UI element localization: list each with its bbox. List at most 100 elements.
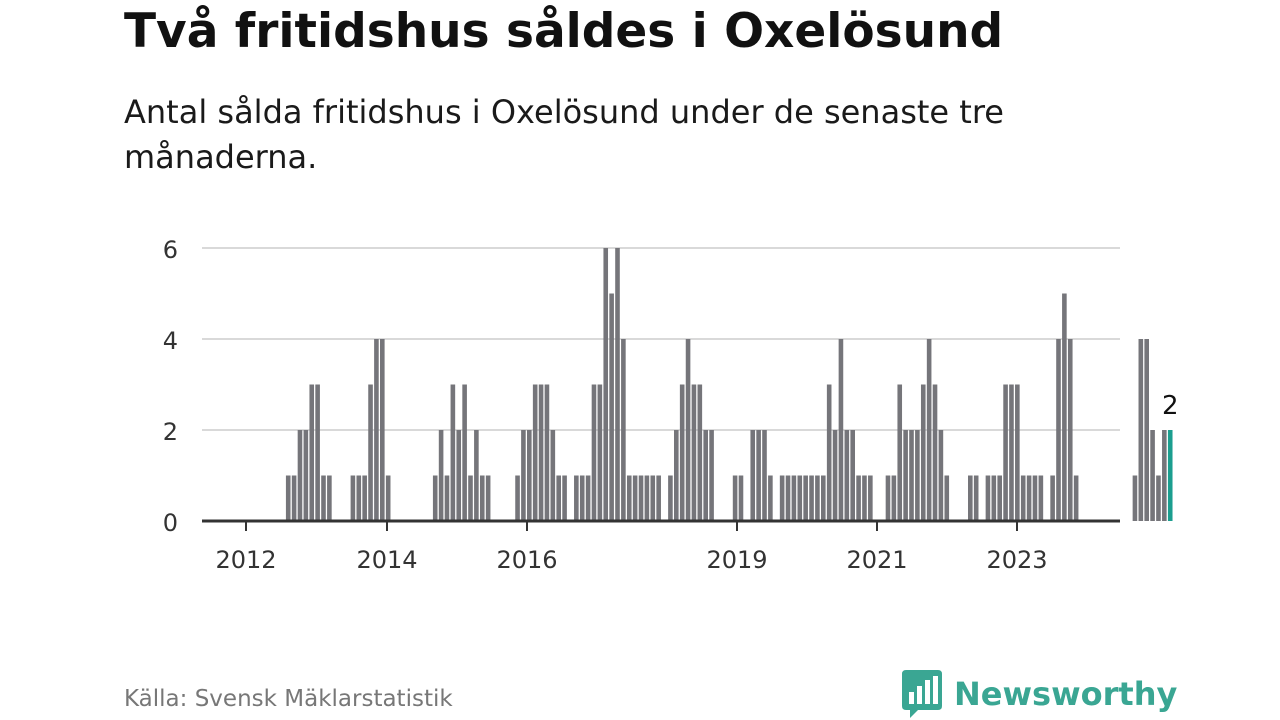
bar: [674, 430, 679, 521]
axes: 0 2 4 6 2 2012 2014 2016 2019 2021 2023: [163, 236, 1179, 574]
bar: [926, 339, 932, 521]
bar: [850, 430, 855, 521]
bar: [973, 475, 979, 521]
bar: [920, 384, 926, 521]
bar: [779, 475, 785, 521]
bar: [462, 384, 467, 521]
bar: [756, 430, 761, 521]
bar: [285, 475, 291, 521]
bar: [444, 475, 450, 521]
bar: [1020, 475, 1026, 521]
bar: [1067, 339, 1073, 521]
bar: [615, 248, 620, 521]
bar: [556, 475, 561, 521]
bar: [856, 475, 861, 521]
bar: [609, 293, 614, 521]
bar: [356, 475, 362, 521]
bar: [932, 384, 938, 521]
bar: [968, 475, 973, 521]
bar: [1162, 430, 1167, 521]
x-tick-label: 2016: [496, 546, 557, 574]
bar: [985, 475, 991, 521]
bar: [991, 475, 997, 521]
bar: [1156, 475, 1161, 521]
bar: [1026, 475, 1032, 521]
bar: [297, 430, 303, 521]
bar: [380, 339, 385, 521]
bar: [626, 475, 632, 521]
x-tick-label: 2014: [356, 546, 417, 574]
bar: [550, 430, 556, 521]
bar: [597, 384, 603, 521]
grid-lines: [202, 247, 1120, 431]
bar: [468, 475, 473, 521]
y-tick-label: 0: [163, 509, 178, 537]
bar: [1050, 475, 1055, 521]
bar: [821, 475, 826, 521]
bar: [374, 339, 379, 521]
bar: [527, 430, 532, 521]
x-tick-label: 2019: [706, 546, 767, 574]
bar: [291, 475, 297, 521]
bar: [362, 475, 367, 521]
bar: [685, 339, 691, 521]
bar: [750, 430, 756, 521]
bar: [621, 339, 626, 521]
bar: [1038, 475, 1044, 521]
x-tick-label: 2023: [986, 546, 1047, 574]
bar: [315, 384, 320, 521]
bar: [909, 430, 914, 521]
bar: [650, 475, 656, 521]
bar: [709, 430, 714, 521]
bar: [432, 475, 438, 521]
brand-name: Newsworthy: [954, 675, 1178, 713]
bar: [438, 430, 444, 521]
bar: [644, 475, 650, 521]
bar: [844, 430, 850, 521]
bar: [679, 384, 685, 521]
bar: [897, 384, 903, 521]
bar: [885, 475, 891, 521]
bar: [868, 475, 873, 521]
bar: [1073, 475, 1079, 521]
bar: [826, 384, 832, 521]
bar: [1138, 339, 1144, 521]
y-tick-label: 6: [163, 236, 178, 264]
bar: [1150, 430, 1155, 521]
bar: [456, 430, 462, 521]
bar: [562, 475, 567, 521]
x-tick-label: 2012: [215, 546, 276, 574]
bar: [785, 475, 791, 521]
bar: [474, 430, 479, 521]
bar: [903, 430, 908, 521]
bar: [532, 384, 538, 521]
source-note: Källa: Svensk Mäklarstatistik: [124, 686, 453, 712]
bar: [815, 475, 820, 521]
bar: [638, 475, 644, 521]
bar: [1132, 475, 1138, 521]
bar: [321, 475, 326, 521]
x-tick-label: 2021: [846, 546, 907, 574]
bar: [591, 384, 597, 521]
bar: [838, 339, 844, 521]
bar: [1032, 475, 1038, 521]
newsworthy-logo-icon: [902, 670, 942, 718]
bar: [891, 475, 897, 521]
bar: [521, 430, 526, 521]
bar: [385, 475, 391, 521]
bar: [762, 430, 767, 521]
bar: [574, 475, 579, 521]
bar: [768, 475, 773, 521]
bar: [656, 475, 661, 521]
chart-title: Två fritidshus såldes i Oxelösund: [124, 4, 1004, 59]
bar: [309, 384, 315, 521]
bars: [285, 248, 1173, 521]
bar: [485, 475, 491, 521]
bar: [697, 384, 703, 521]
bar: [832, 430, 838, 521]
bar: [585, 475, 591, 521]
bar: [1144, 339, 1149, 521]
bar: [803, 475, 808, 521]
y-tick-label: 4: [163, 327, 178, 355]
